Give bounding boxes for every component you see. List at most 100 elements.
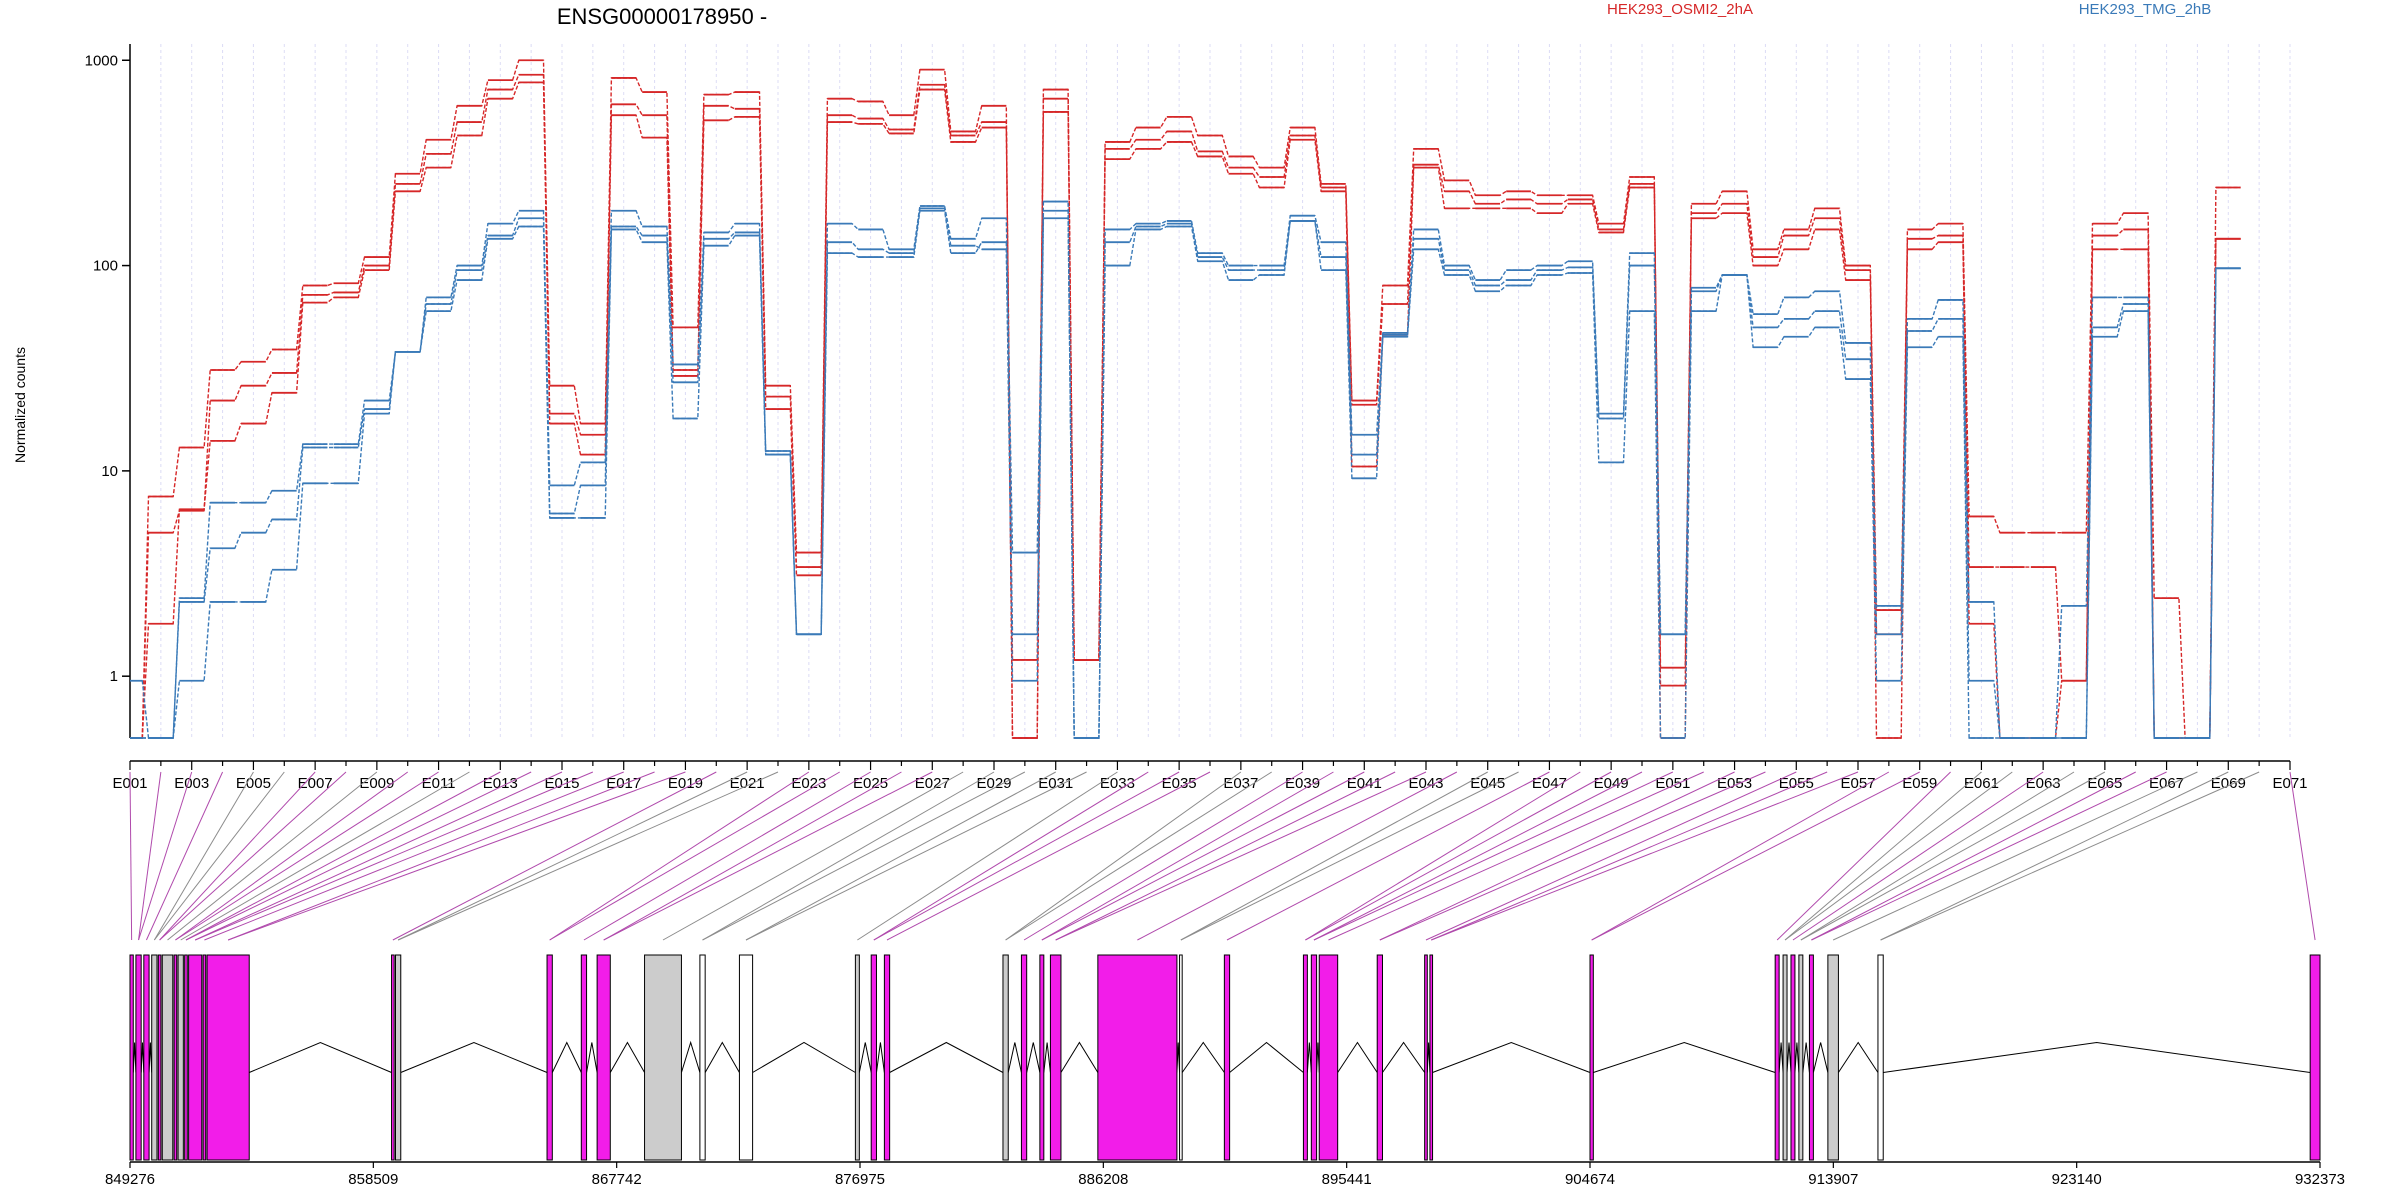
intron-chevron [858,1042,872,1073]
exon-connector [1811,771,2136,941]
exon-connector [549,771,810,941]
intron-chevron [1593,1041,1776,1073]
exon-connector [397,771,779,941]
gene-exon-box [184,954,188,1161]
exon-connector [1832,771,2198,941]
coord-tick-label: 913907 [1808,1171,1858,1188]
intron-chevron [249,1041,392,1073]
gene-exon-box [161,954,174,1161]
exon-tick-label: E041 [1347,775,1382,792]
exon-connector [185,771,532,941]
intron-chevron [1043,1042,1051,1073]
intron-chevron [1778,1042,1784,1073]
exon-connector [1431,771,1828,941]
y-axis-label: Normalized counts [12,347,28,463]
exon-connector [129,771,133,941]
intron-chevron [1802,1042,1810,1073]
chart-title: ENSG00000178950 - [557,4,767,29]
exon-connector [159,771,316,941]
gene-exon-box [1002,954,1009,1161]
intron-chevron [586,1042,598,1073]
exon-tick-label: E021 [730,775,765,792]
gene-exon-box [1808,954,1814,1161]
exon-connector [1005,771,1272,941]
intron-chevron [1181,1041,1225,1073]
gene-exon-box [1827,954,1839,1161]
coord-tick-label: 858509 [348,1171,398,1188]
exon-connector-lines [129,771,2316,941]
series-line [130,81,2241,739]
exon-connector [1313,771,1643,941]
intron-chevron [1812,1042,1829,1073]
legend-entry-osmi2: HEK293_OSMI2_2hA [1607,1,1753,18]
gene-exon-box [1376,954,1383,1161]
intron-chevron [1432,1041,1591,1073]
exon-tick-label: E033 [1100,775,1135,792]
exon-connector [1776,771,1951,941]
exon-tick-label: E045 [1470,775,1505,792]
gene-exon-box [177,954,184,1161]
exon-connector [397,771,748,941]
exon-connector [153,771,285,941]
exon-connector [138,771,193,941]
gene-exon-box [202,954,207,1161]
exon-connector [159,771,347,941]
gene-exon-box [1310,954,1318,1161]
gene-exon-box [188,954,203,1161]
gene-exon-box [135,954,142,1161]
gene-exon-box [394,954,402,1161]
exon-connector [153,771,254,941]
exon-connector [167,771,378,941]
exon-connector [857,771,1118,941]
genomic-coordinate-axis: 849276 858509 867742 876975 886208 895441 9046… [105,1161,2345,1188]
exon-connector [1041,771,1334,941]
gene-exon-box [1020,954,1028,1161]
exon-connector [227,771,655,941]
gene-exon-box [580,954,588,1161]
gene-exon-box [883,954,891,1161]
exon-tick-label: E015 [544,775,579,792]
coord-tick-label: 886208 [1078,1171,1128,1188]
exon-tick-label: E019 [668,775,703,792]
gene-exon-box [1790,954,1796,1161]
gene-exon-box [1039,954,1045,1161]
y-tick-label: 10 [101,463,118,480]
exon-tick-label: E011 [422,775,456,792]
exon-connector [1005,771,1242,941]
gene-exon-box [129,954,134,1161]
gene-exon-box [1782,954,1788,1161]
coord-tick-label: 876975 [835,1171,885,1188]
exon-connector [1055,771,1396,941]
gene-exon-box [1049,954,1062,1161]
exon-tick-label: E069 [2211,775,2246,792]
intron-chevron [875,1042,885,1073]
exon-tick-label: E057 [1840,775,1875,792]
intron-chevron [704,1041,740,1073]
exon-connector [745,771,1056,941]
gene-exon-box [644,954,682,1161]
intron-chevron [1060,1041,1099,1073]
exon-connector [195,771,594,941]
exon-connector [1784,771,1982,941]
exon-tick-label: E037 [1223,775,1258,792]
gene-exon-box [157,954,162,1161]
gene-exon-box [173,954,178,1161]
gene-exon-box [699,954,706,1161]
exon-connector [1041,771,1365,941]
exon-connector [1379,771,1735,941]
intron-chevron [609,1041,645,1073]
gene-exon-box [1877,954,1884,1161]
exon-connector [873,771,1149,941]
gene-exon-box [1429,954,1434,1161]
legend-entry-tmg: HEK293_TMG_2hB [2079,1,2212,18]
coord-tick-label: 923140 [2052,1171,2102,1188]
gene-exon-box [1318,954,1339,1161]
exon-connector [180,771,470,941]
exon-connector [1313,771,1674,941]
exon-connector [549,771,840,941]
exon-tick-label: E031 [1038,775,1073,792]
exon-tick-label: E055 [1779,775,1814,792]
gene-exon-box [1223,954,1231,1161]
exon-tick-label: E051 [1655,775,1690,792]
